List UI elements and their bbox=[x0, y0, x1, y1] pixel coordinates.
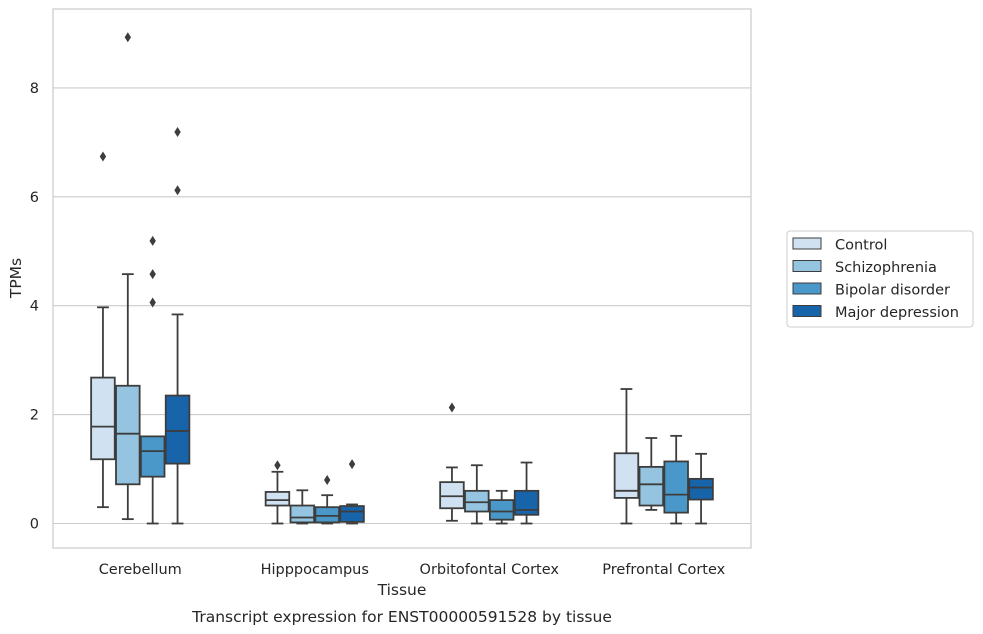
box-0-2 bbox=[139, 235, 166, 525]
box-body bbox=[289, 504, 316, 524]
y-tick-label: 2 bbox=[30, 408, 39, 424]
legend-swatch bbox=[792, 305, 822, 317]
box-1-0 bbox=[264, 460, 291, 525]
x-tick-labels: Cerebellum Hipppocampus Orbitofontal Corte… bbox=[99, 562, 726, 578]
box-body bbox=[688, 477, 714, 501]
legend-label: Bipolar disorder bbox=[835, 283, 950, 299]
x-tick-label: Orbitofontal Cortex bbox=[420, 562, 560, 578]
legend-frame bbox=[786, 230, 974, 328]
box-3-2 bbox=[663, 434, 689, 525]
box-1-3 bbox=[339, 459, 365, 525]
legend-swatch bbox=[792, 237, 822, 250]
box-body bbox=[439, 481, 465, 510]
x-tick-label: Hipppocampus bbox=[261, 562, 369, 578]
box-body bbox=[513, 489, 540, 516]
outlier-point bbox=[448, 402, 456, 413]
box-body bbox=[613, 452, 640, 499]
box-body bbox=[663, 460, 689, 514]
outlier-point bbox=[149, 297, 156, 308]
legend-swatch bbox=[792, 260, 822, 272]
chart-caption: Transcript expression for ENST0000059152… bbox=[191, 608, 612, 626]
box-body bbox=[90, 376, 116, 461]
box-body bbox=[164, 394, 191, 465]
box-body bbox=[638, 465, 665, 507]
x-tick-label: Cerebellum bbox=[99, 562, 182, 578]
y-tick-label: 4 bbox=[30, 299, 39, 315]
outlier-point bbox=[149, 235, 156, 246]
box-body bbox=[464, 489, 490, 513]
box-body bbox=[115, 384, 141, 486]
box-2-1 bbox=[464, 464, 490, 525]
legend-swatch bbox=[792, 282, 822, 295]
box-3-3 bbox=[688, 452, 714, 525]
box-body bbox=[339, 505, 365, 523]
y-tick-label: 6 bbox=[30, 190, 39, 206]
x-tick-label: Prefrontal Cortex bbox=[602, 562, 725, 578]
outlier-point bbox=[149, 269, 156, 280]
x-axis-label: Tissue bbox=[377, 581, 427, 599]
box-0-1 bbox=[115, 32, 141, 521]
outlier-point bbox=[99, 151, 107, 162]
legend-label: Major depression bbox=[835, 305, 959, 321]
plot-frame bbox=[52, 8, 752, 549]
y-tick-label: 0 bbox=[30, 517, 39, 533]
y-axis-label: TPMs bbox=[7, 258, 25, 299]
outlier-point bbox=[348, 459, 356, 470]
y-tick-labels: 0 2 4 6 8 bbox=[30, 81, 39, 533]
outlier-point bbox=[124, 32, 132, 43]
box-2-2 bbox=[488, 489, 515, 525]
box-1-1 bbox=[289, 489, 316, 525]
outlier-point bbox=[274, 460, 281, 471]
box-body bbox=[139, 435, 166, 478]
box-2-3 bbox=[513, 461, 540, 525]
box-3-0 bbox=[613, 388, 640, 525]
box-marks bbox=[90, 32, 714, 525]
box-body bbox=[314, 506, 340, 524]
box-0-0 bbox=[90, 151, 116, 509]
legend: Control Schizophrenia Bipolar disorder Majo… bbox=[786, 230, 974, 328]
outlier-point bbox=[323, 474, 331, 485]
box-2-0 bbox=[439, 402, 465, 522]
box-1-2 bbox=[314, 474, 340, 525]
y-tick-label: 8 bbox=[30, 81, 39, 97]
box-0-3 bbox=[164, 127, 191, 525]
legend-label: Control bbox=[835, 238, 887, 254]
legend-label: Schizophrenia bbox=[835, 260, 937, 276]
outlier-point bbox=[174, 127, 181, 138]
box-body bbox=[488, 499, 515, 521]
box-body bbox=[264, 491, 291, 507]
box-3-1 bbox=[638, 437, 665, 511]
outlier-point bbox=[174, 185, 181, 196]
